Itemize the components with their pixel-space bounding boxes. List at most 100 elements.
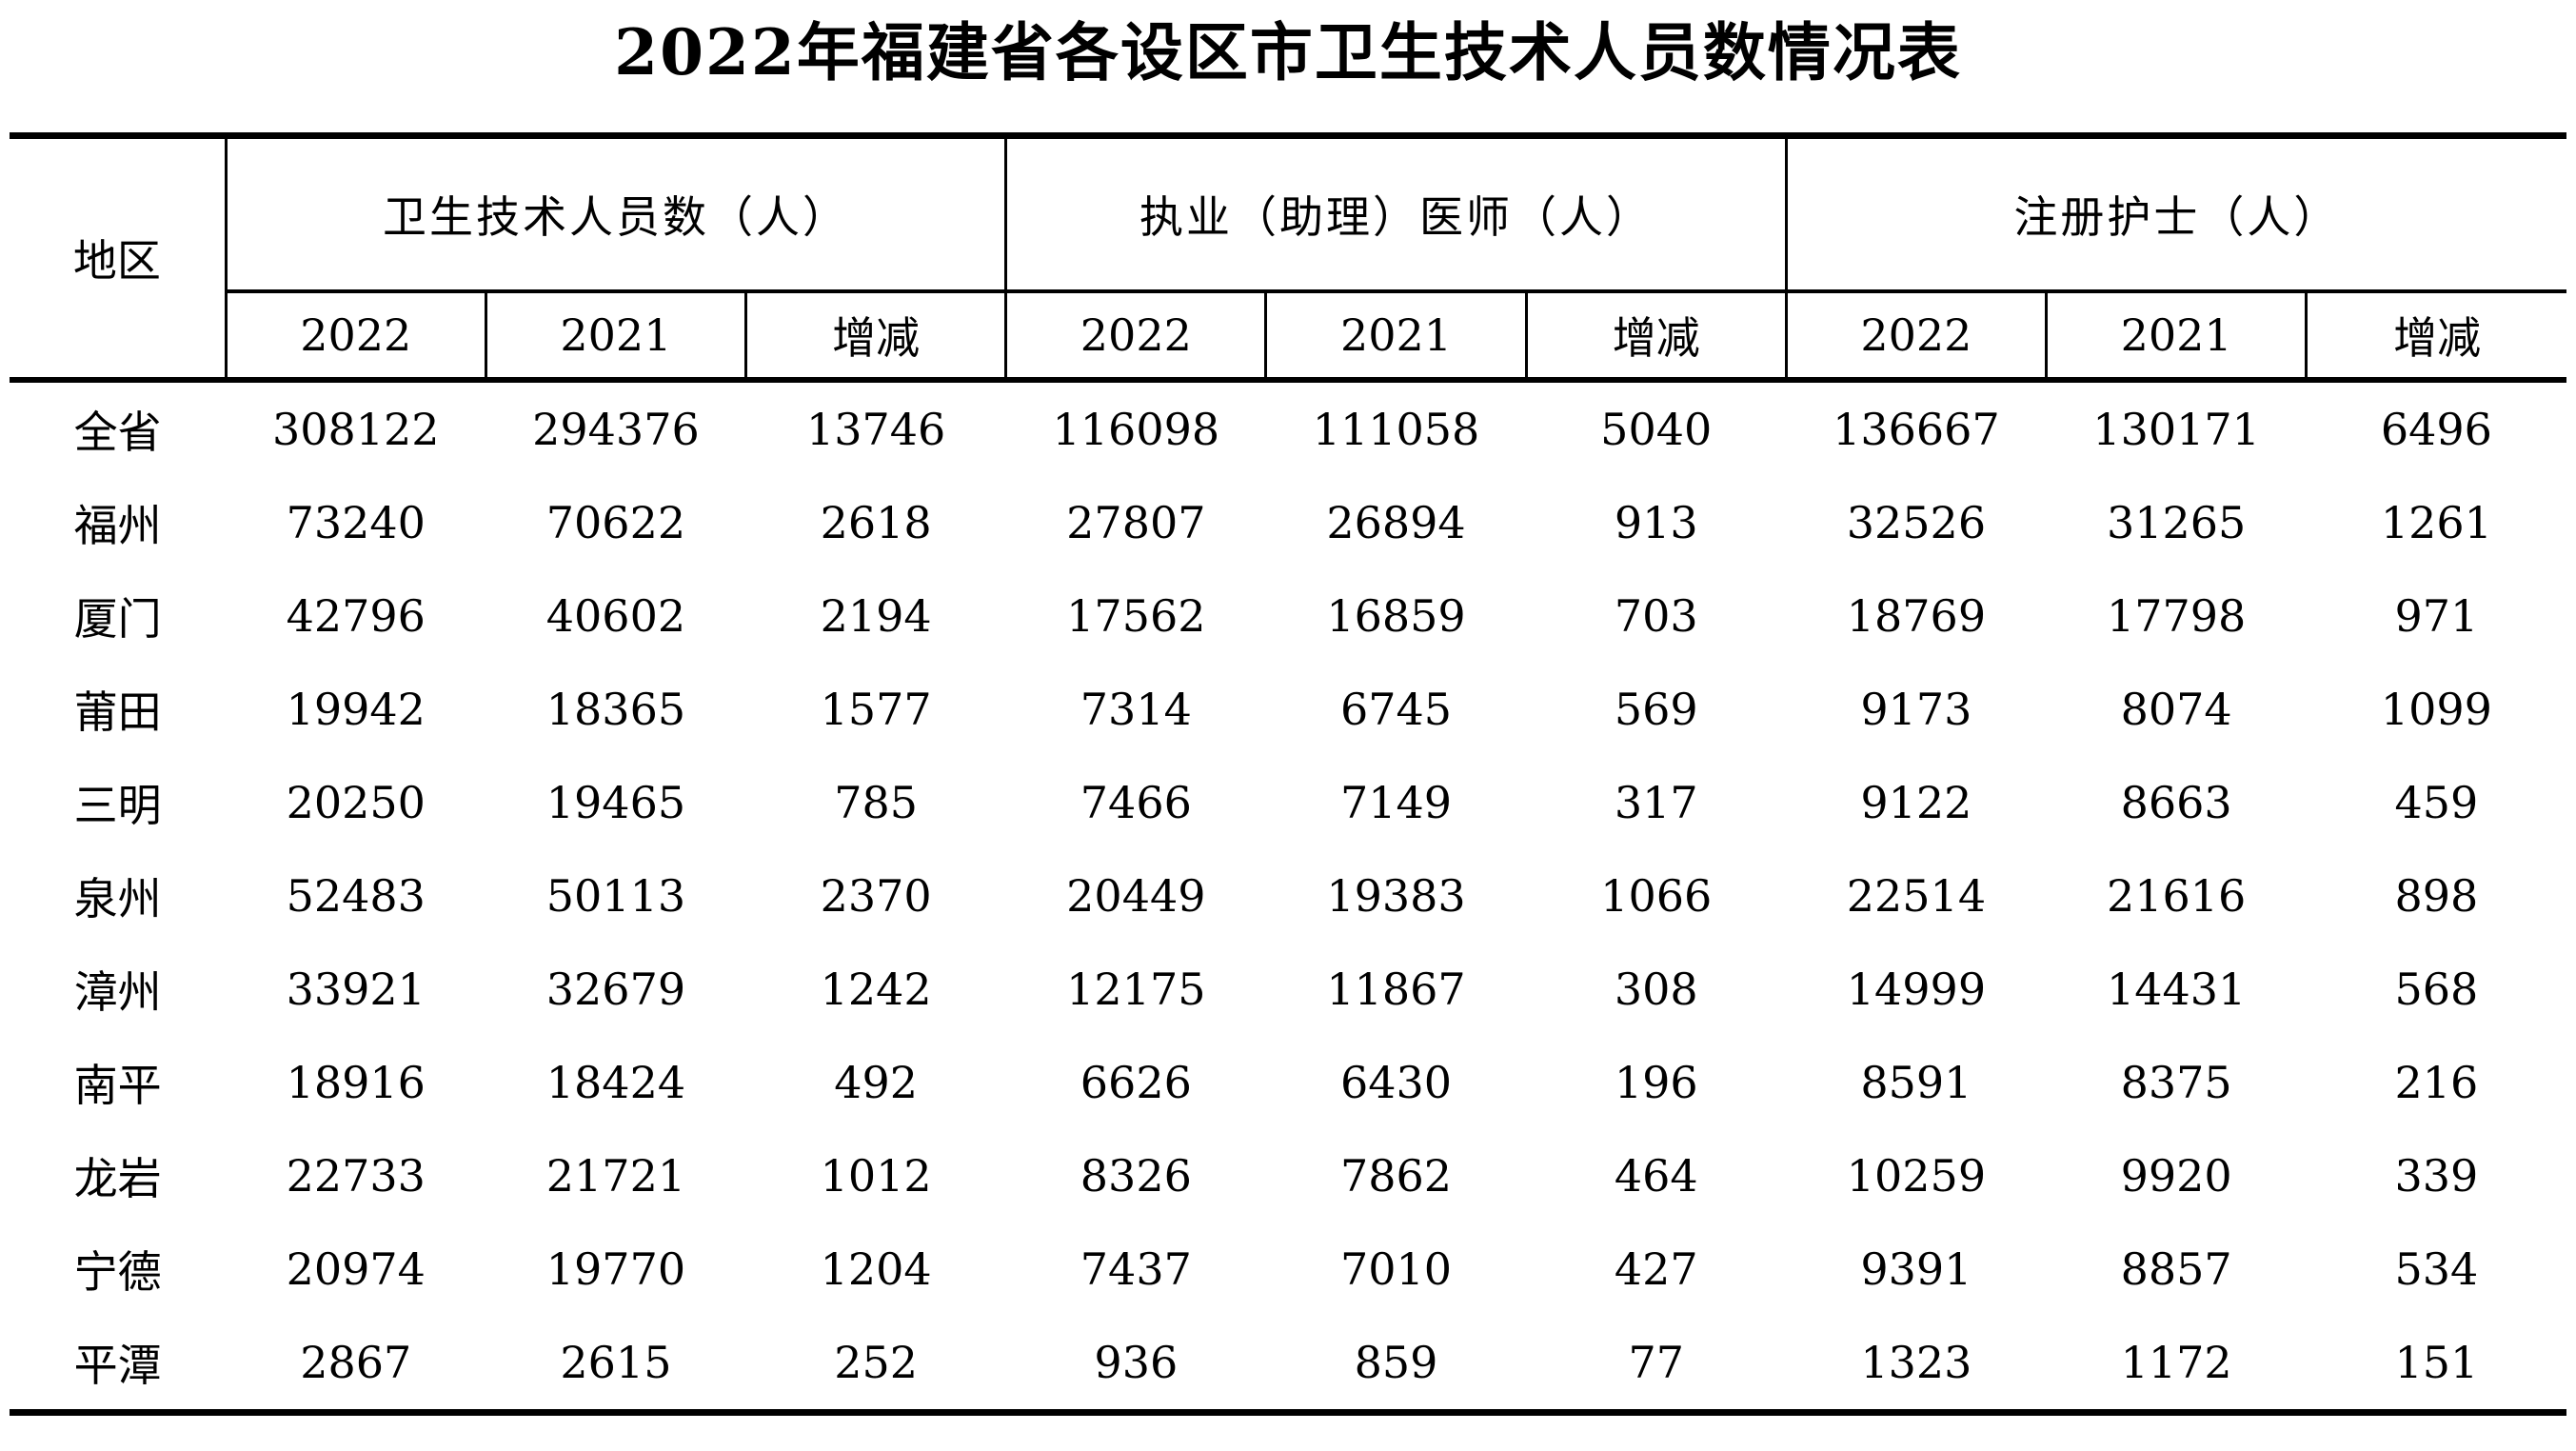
region-column-header: 地区 xyxy=(10,135,228,383)
value-cell: 1012 xyxy=(820,1149,932,1202)
value-cell: 459 xyxy=(2394,776,2479,828)
value-cell: 19942 xyxy=(286,683,426,735)
value-cell: 196 xyxy=(1614,1056,1698,1108)
value-cell: 9391 xyxy=(1860,1242,1972,1295)
value-cell: 73240 xyxy=(286,496,426,548)
value-cell: 294376 xyxy=(532,403,700,455)
value-cell: 20449 xyxy=(1066,869,1206,922)
value-cell: 8857 xyxy=(2120,1242,2232,1295)
value-cell: 703 xyxy=(1614,589,1698,642)
value-cell: 19465 xyxy=(545,776,686,828)
value-cell: 31265 xyxy=(2106,496,2247,548)
value-cell: 8663 xyxy=(2120,776,2232,828)
value-cell: 6430 xyxy=(1339,1056,1453,1108)
value-cell: 2618 xyxy=(820,496,932,548)
value-cell: 19770 xyxy=(545,1242,686,1295)
value-cell: 6496 xyxy=(2380,403,2492,455)
region-cell: 宁德 xyxy=(73,1245,162,1298)
value-cell: 7862 xyxy=(1339,1149,1453,1202)
value-cell: 9920 xyxy=(2120,1149,2232,1202)
value-cell: 568 xyxy=(2394,963,2479,1015)
subheader-change: 增减 xyxy=(1526,290,1788,383)
subheader-2021: 2021 xyxy=(2046,290,2308,383)
value-cell: 111058 xyxy=(1312,403,1480,455)
value-cell: 42796 xyxy=(286,589,426,642)
table-row: 福州 73240 70622 2618 27807 26894 913 32526 31265 1… xyxy=(10,476,2566,569)
value-cell: 17798 xyxy=(2106,589,2247,642)
value-cell: 1242 xyxy=(820,963,932,1015)
health-staff-table: 地区 卫生技术人员数（人） 执业（助理）医师（人） 注册护士（人） 2022 2… xyxy=(10,131,2566,1416)
value-cell: 252 xyxy=(834,1336,919,1388)
region-cell: 泉州 xyxy=(73,872,162,924)
group-header-row: 地区 卫生技术人员数（人） 执业（助理）医师（人） 注册护士（人） xyxy=(10,135,2566,383)
value-cell: 151 xyxy=(2394,1336,2479,1388)
value-cell: 8074 xyxy=(2120,683,2232,735)
subheader-change: 增减 xyxy=(745,290,1008,383)
value-cell: 7314 xyxy=(1080,683,1192,735)
region-cell: 莆田 xyxy=(73,686,162,738)
value-cell: 1261 xyxy=(2380,496,2492,548)
value-cell: 9122 xyxy=(1860,776,1972,828)
value-cell: 1204 xyxy=(820,1242,932,1295)
value-cell: 21721 xyxy=(545,1149,686,1202)
value-cell: 18769 xyxy=(1846,589,1987,642)
value-cell: 17562 xyxy=(1066,589,1206,642)
value-cell: 1323 xyxy=(1860,1336,1972,1388)
value-cell: 5040 xyxy=(1600,403,1713,455)
page-title: 2022年福建省各设区市卫生技术人员数情况表 xyxy=(614,15,1962,89)
value-cell: 52483 xyxy=(286,869,426,922)
value-cell: 32679 xyxy=(545,963,686,1015)
value-cell: 21616 xyxy=(2106,869,2247,922)
value-cell: 534 xyxy=(2394,1242,2479,1295)
table-row: 漳州 33921 32679 1242 12175 11867 308 14999 14431 5… xyxy=(10,943,2566,1036)
value-cell: 492 xyxy=(834,1056,919,1108)
table-row: 厦门 42796 40602 2194 17562 16859 703 18769 17798 9… xyxy=(10,569,2566,663)
value-cell: 14431 xyxy=(2106,963,2247,1015)
value-cell: 12175 xyxy=(1066,963,1206,1015)
region-cell: 平潭 xyxy=(73,1339,162,1391)
value-cell: 569 xyxy=(1614,683,1698,735)
table-row: 宁德 20974 19770 1204 7437 7010 427 9391 8857 534 xyxy=(10,1222,2566,1316)
value-cell: 317 xyxy=(1614,776,1698,828)
value-cell: 27807 xyxy=(1066,496,1206,548)
value-cell: 216 xyxy=(2394,1056,2479,1108)
value-cell: 22733 xyxy=(286,1149,426,1202)
value-cell: 2615 xyxy=(560,1336,672,1388)
value-cell: 9173 xyxy=(1860,683,1972,735)
value-cell: 859 xyxy=(1354,1336,1438,1388)
subheader-2022: 2022 xyxy=(1786,290,2049,383)
table-row: 三明 20250 19465 785 7466 7149 317 9122 8663 459 xyxy=(10,756,2566,849)
region-cell: 南平 xyxy=(73,1059,162,1111)
value-cell: 18365 xyxy=(545,683,686,735)
value-cell: 14999 xyxy=(1846,963,1987,1015)
value-cell: 427 xyxy=(1614,1242,1698,1295)
table-row: 南平 18916 18424 492 6626 6430 196 8591 8375 216 xyxy=(10,1036,2566,1129)
value-cell: 8375 xyxy=(2120,1056,2232,1108)
table-row: 平潭 2867 2615 252 936 859 77 1323 1172 151 xyxy=(10,1316,2566,1413)
region-cell: 龙岩 xyxy=(73,1152,162,1204)
value-cell: 308122 xyxy=(271,403,440,455)
value-cell: 20250 xyxy=(286,776,426,828)
value-cell: 130171 xyxy=(2092,403,2260,455)
value-cell: 2370 xyxy=(820,869,932,922)
value-cell: 8591 xyxy=(1860,1056,1972,1108)
value-cell: 1172 xyxy=(2120,1336,2232,1388)
table-row: 泉州 52483 50113 2370 20449 19383 1066 22514 21616… xyxy=(10,849,2566,943)
value-cell: 6745 xyxy=(1339,683,1453,735)
value-cell: 70622 xyxy=(545,496,686,548)
value-cell: 116098 xyxy=(1052,403,1220,455)
value-cell: 77 xyxy=(1628,1336,1684,1388)
region-cell: 漳州 xyxy=(73,965,162,1018)
value-cell: 1099 xyxy=(2380,683,2492,735)
value-cell: 32526 xyxy=(1846,496,1987,548)
group-header-licensed-physicians: 执业（助理）医师（人） xyxy=(1005,135,1788,293)
value-cell: 2194 xyxy=(820,589,932,642)
value-cell: 20974 xyxy=(286,1242,426,1295)
table-row: 莆田 19942 18365 1577 7314 6745 569 9173 8074 1099 xyxy=(10,663,2566,756)
subheader-2022: 2022 xyxy=(1005,290,1268,383)
region-cell: 福州 xyxy=(73,499,162,551)
subheader-2022: 2022 xyxy=(226,290,487,383)
table-row: 全省 308122 294376 13746 116098 111058 5040 13666… xyxy=(10,380,2566,476)
value-cell: 40602 xyxy=(545,589,686,642)
